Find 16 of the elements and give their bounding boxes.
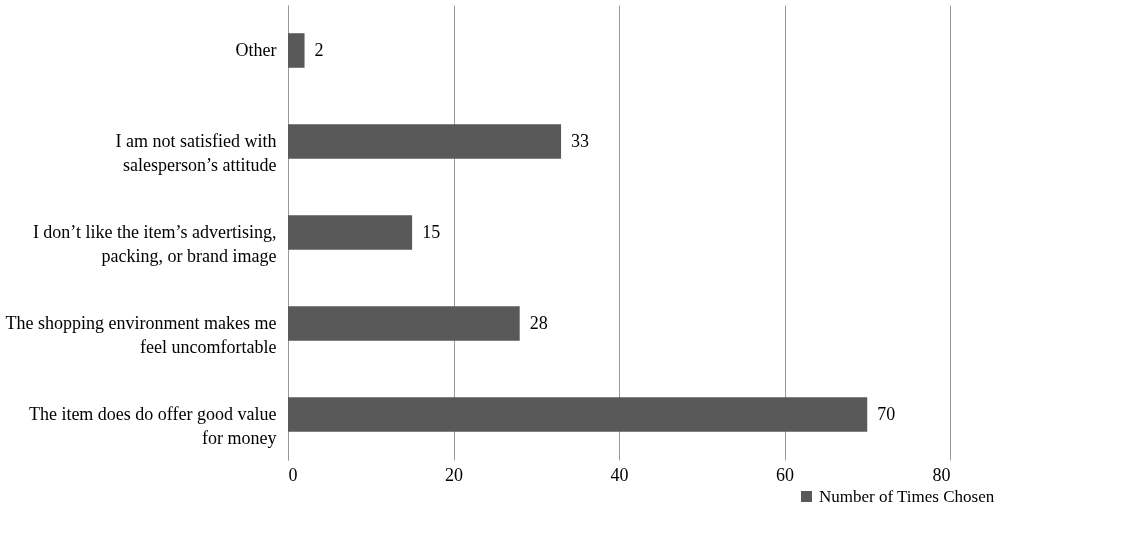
x-tick-label: 40 [610,464,629,485]
legend-label: Number of Times Chosen [819,486,995,506]
x-tick-label: 60 [776,464,794,485]
y-tick-label: The item does do offer good value for money [28,403,277,448]
x-tick-label: 20 [445,464,463,485]
data-label: 33 [571,130,590,151]
data-label: 2 [314,39,324,60]
y-tick-label: I don’t like the item’s advertising, packing, or brand image [32,221,277,266]
y-tick-label: I am not satisfied with salesperson’s attitude [115,130,277,175]
x-tick-label: 0 [288,464,298,485]
x-tick-label: 80 [932,464,951,485]
y-tick-label: Other [235,39,277,60]
data-label: 15 [422,221,441,242]
data-label: 70 [877,403,896,424]
y-tick-label: The shopping environment makes me feel uncomfortable [5,312,277,357]
data-label: 28 [529,312,548,333]
